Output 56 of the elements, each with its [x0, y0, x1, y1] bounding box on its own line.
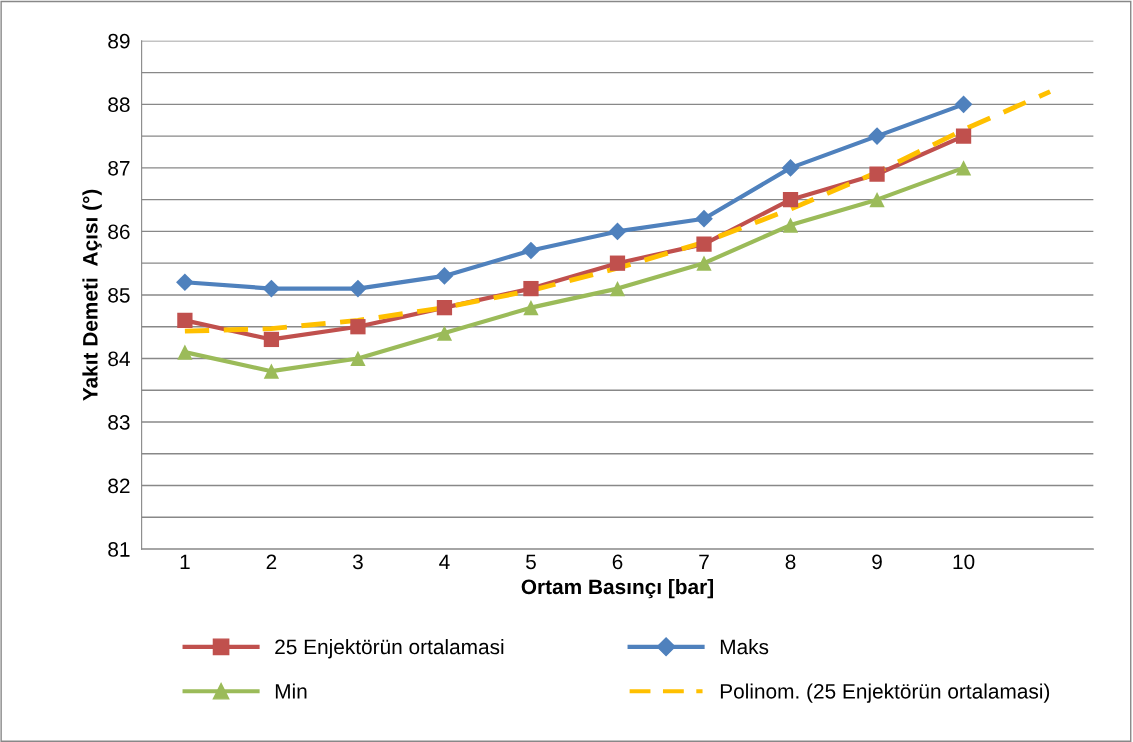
y-tick-label: 81: [108, 542, 130, 557]
x-axis-title: Ortam Basınçı [bar]: [521, 578, 713, 599]
point: [177, 312, 193, 328]
y-tick-label: 84: [108, 351, 130, 367]
point: [349, 279, 367, 298]
line-series: [182, 89, 1053, 334]
point: [350, 350, 366, 367]
point: [696, 236, 712, 252]
point: [608, 222, 627, 241]
y-tick-label: 86: [108, 224, 130, 240]
legend-label: Min: [275, 683, 307, 699]
x-tick-label: 5: [526, 554, 536, 570]
x-tick-label: 9: [872, 554, 882, 570]
point: [868, 127, 886, 145]
y-tick-label: 87: [108, 160, 130, 176]
point: [782, 192, 799, 208]
point: [782, 217, 799, 233]
point: [695, 209, 713, 228]
point: [955, 160, 972, 176]
legend-label: Maks: [720, 638, 769, 655]
point: [869, 192, 885, 208]
point: [696, 255, 712, 271]
point: [262, 279, 281, 298]
point: [954, 95, 973, 114]
x-tick-label: 3: [352, 554, 363, 570]
y-tick-label: 82: [108, 478, 130, 494]
x-tick-label: 10: [953, 554, 975, 570]
point: [176, 273, 194, 292]
point: [523, 300, 539, 316]
point: [435, 267, 454, 285]
point: [869, 166, 885, 182]
point: [609, 255, 626, 271]
y-tick-label: 83: [108, 415, 130, 430]
y-tick-label: 85: [108, 287, 130, 303]
x-tick-label: 4: [439, 554, 450, 570]
point: [781, 159, 800, 177]
point: [436, 300, 453, 316]
y-axis-title: Yakıt Demeti Açısı (°): [82, 189, 102, 401]
point: [522, 241, 540, 260]
point: [523, 280, 539, 297]
y-tick-label: 89: [108, 33, 130, 49]
point: [955, 128, 972, 144]
point: [263, 331, 280, 348]
point: [436, 325, 453, 341]
legend-label: Polinom. (25 Enjektörün ortalamasi): [720, 683, 1050, 703]
legend-label: 25 Enjektörün ortalamasi: [275, 638, 504, 659]
x-tick-label: 6: [612, 554, 623, 570]
x-tick-label: 8: [785, 554, 796, 570]
x-tick-label: 1: [180, 554, 190, 570]
point: [177, 344, 193, 360]
point: [609, 280, 626, 297]
y-tick-label: 88: [108, 97, 130, 113]
x-tick-label: 2: [266, 554, 277, 570]
point: [350, 319, 366, 335]
point: [263, 363, 280, 379]
x-tick-label: 7: [699, 554, 709, 570]
